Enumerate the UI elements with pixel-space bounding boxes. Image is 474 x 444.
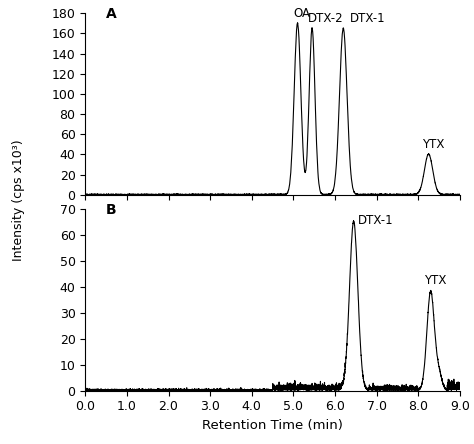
- Text: YTX: YTX: [422, 139, 445, 151]
- Text: Intensity (cps x10³): Intensity (cps x10³): [12, 139, 26, 261]
- Text: B: B: [106, 203, 117, 218]
- Text: YTX: YTX: [424, 274, 447, 287]
- Text: DTX-1: DTX-1: [358, 214, 393, 227]
- Text: DTX-2: DTX-2: [308, 12, 344, 25]
- X-axis label: Retention Time (min): Retention Time (min): [202, 419, 343, 432]
- Text: DTX-1: DTX-1: [349, 12, 385, 25]
- Text: OA: OA: [293, 8, 310, 20]
- Text: A: A: [106, 8, 117, 21]
